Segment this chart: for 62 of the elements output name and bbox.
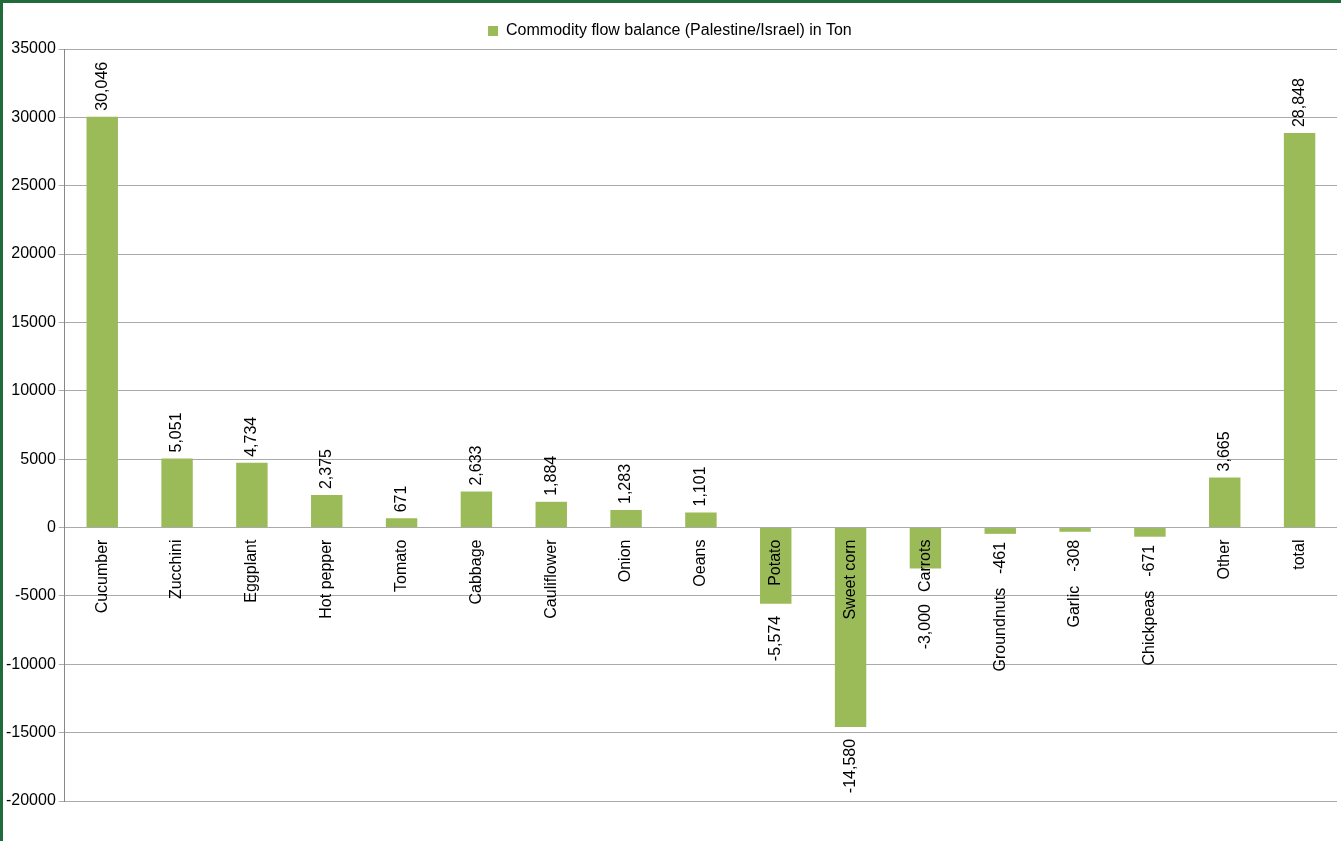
- data-label: -461: [990, 541, 1008, 574]
- bar: [1134, 528, 1166, 537]
- bar: [460, 491, 493, 528]
- data-label: 4,734: [242, 416, 260, 457]
- bar: [834, 528, 867, 727]
- x-tick-label: Sweet corn: [840, 539, 858, 620]
- data-label: 1,101: [691, 466, 709, 507]
- bar: [1209, 477, 1241, 528]
- y-tick-label: 20000: [11, 244, 56, 262]
- legend-label: Commodity flow balance (Palestine/Israel) in Ton: [506, 21, 852, 39]
- x-tick-label: Other: [1215, 538, 1233, 580]
- bar: [984, 528, 1016, 534]
- bar: [236, 462, 268, 528]
- x-tick-label: Tomato: [391, 539, 409, 593]
- bar: [311, 495, 343, 528]
- x-tick-label: Zucchini: [167, 539, 185, 600]
- y-tick-label: -15000: [5, 723, 56, 741]
- data-label: 5,051: [167, 412, 185, 453]
- y-tick-label: -20000: [5, 791, 56, 809]
- x-tick-label: Oeans: [691, 539, 709, 587]
- x-tick-label: Chickpeas: [1140, 590, 1158, 666]
- x-tick-label: Garlic: [1065, 585, 1083, 628]
- y-tick-label: -10000: [5, 654, 56, 672]
- bar: [610, 510, 642, 528]
- x-tick-label: total: [1289, 539, 1307, 570]
- data-label: 3,665: [1215, 431, 1233, 472]
- data-label: -5,574: [766, 615, 784, 662]
- data-label: -308: [1065, 539, 1083, 572]
- x-tick-label: Cauliflower: [541, 538, 559, 619]
- x-tick-label: Hot pepper: [317, 538, 335, 619]
- bar: [86, 116, 118, 528]
- x-tick-label: Carrots: [915, 539, 933, 592]
- x-tick-label: Groundnuts: [990, 587, 1008, 672]
- data-label: -671: [1140, 544, 1158, 577]
- x-tick-label: Onion: [616, 539, 634, 583]
- y-tick-label: -5000: [14, 586, 56, 604]
- data-label: 2,375: [317, 448, 335, 490]
- data-label: 30,046: [92, 61, 110, 111]
- data-label: 671: [391, 485, 409, 513]
- data-label: -3,000: [915, 603, 933, 650]
- x-tick-label: Cabbage: [466, 539, 484, 605]
- y-tick-label: 35000: [11, 39, 56, 57]
- y-tick-label: 25000: [11, 176, 56, 194]
- bar: [1283, 133, 1316, 528]
- bar: [535, 501, 567, 528]
- bar: [685, 512, 717, 528]
- bar: [161, 458, 193, 528]
- x-tick-label: Eggplant: [242, 539, 260, 603]
- bar: [385, 518, 418, 528]
- data-label: 1,283: [616, 463, 634, 504]
- y-tick-label: 10000: [11, 381, 56, 399]
- data-label: 1,884: [541, 455, 559, 496]
- y-tick-label: 5000: [20, 449, 56, 467]
- y-tick-label: 15000: [11, 312, 56, 330]
- bar: [1059, 528, 1091, 532]
- data-label: -14,580: [840, 738, 858, 794]
- y-tick-label: 0: [46, 517, 56, 535]
- data-label: 28,848: [1289, 78, 1307, 128]
- data-label: 2,633: [466, 445, 484, 486]
- y-tick-label: 30000: [11, 107, 56, 125]
- x-tick-label: Potato: [766, 539, 784, 586]
- x-tick-label: Cucumber: [92, 538, 110, 614]
